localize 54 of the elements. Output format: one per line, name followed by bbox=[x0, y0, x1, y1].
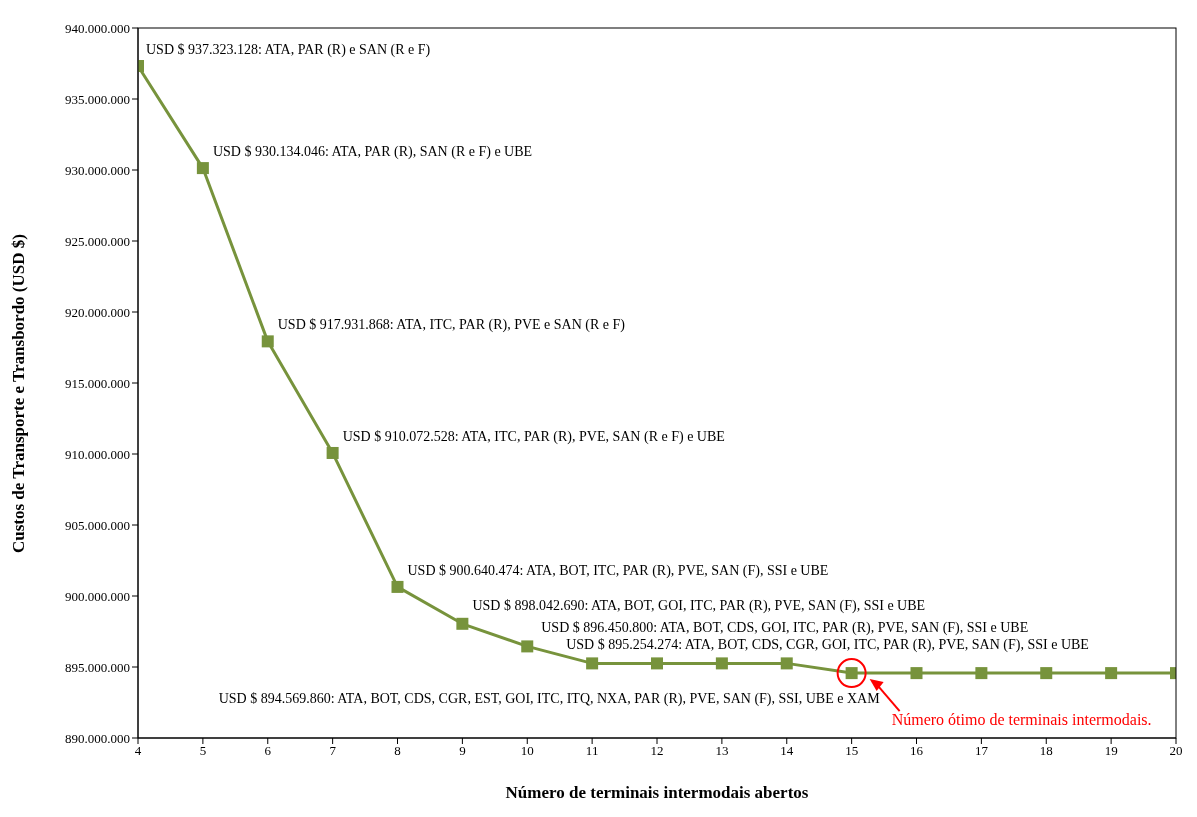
x-tick-label: 5 bbox=[199, 743, 207, 759]
y-tick-label: 940.000.000 bbox=[65, 20, 130, 36]
y-tick-label: 915.000.000 bbox=[65, 375, 130, 391]
y-tick-label: 905.000.000 bbox=[65, 517, 130, 533]
y-tick-label: 935.000.000 bbox=[65, 91, 130, 107]
x-tick-label: 20 bbox=[1169, 743, 1183, 759]
x-tick-label: 4 bbox=[134, 743, 142, 759]
annotation: USD $ 896.450.800: ATA, BOT, CDS, GOI, ITC, PAR (R), PVE, SAN (F), SSI e UBE bbox=[541, 620, 1029, 637]
x-tick-label: 13 bbox=[715, 743, 729, 759]
point bbox=[391, 580, 404, 593]
x-tick-label: 17 bbox=[974, 743, 989, 759]
y-tick-label: 910.000.000 bbox=[65, 446, 130, 462]
x-tick-label: 9 bbox=[459, 743, 466, 759]
x-tick-label: 15 bbox=[845, 743, 859, 759]
x-tick-label: 7 bbox=[329, 743, 337, 759]
x-tick-label: 16 bbox=[910, 743, 924, 759]
x-tick-label: 18 bbox=[1039, 743, 1053, 759]
y-tick-label: 925.000.000 bbox=[65, 233, 130, 249]
y-tick-label: 920.000.000 bbox=[65, 304, 130, 320]
y-tick-label: 900.000.000 bbox=[65, 588, 130, 604]
x-tick-label: 8 bbox=[394, 743, 401, 759]
x-tick-label: 6 bbox=[264, 743, 272, 759]
point bbox=[1040, 667, 1053, 680]
annotation: Número ótimo de terminais intermodais. bbox=[891, 711, 1152, 729]
annotation: USD $ 917.931.868: ATA, ITC, PAR (R), PVE e SAN (R e F) bbox=[277, 317, 626, 334]
point bbox=[975, 667, 988, 680]
point bbox=[521, 640, 534, 653]
y-tick-label: 930.000.000 bbox=[65, 162, 130, 178]
point bbox=[910, 667, 923, 680]
annotation: USD $ 910.072.528: ATA, ITC, PAR (R), PVE, SAN (R e F) e UBE bbox=[342, 428, 725, 445]
x-tick-label: 19 bbox=[1104, 743, 1118, 759]
annotation: USD $ 937.323.128: ATA, PAR (R) e SAN (R e F) bbox=[146, 42, 431, 59]
y-axis-title: Custos de Transporte e Transbordo (USD $) bbox=[9, 234, 29, 553]
y-tick-label: 895.000.000 bbox=[65, 659, 130, 675]
point bbox=[651, 657, 663, 670]
y-tick-label: 890.000.000 bbox=[65, 730, 130, 746]
annotation: USD $ 894.569.860: ATA, BOT, CDS, CGR, EST, GOI, ITC, ITQ, NXA, PAR (R), PVE, SAN (F), SSI, UBE e XAM bbox=[218, 691, 881, 708]
point bbox=[586, 657, 599, 670]
x-tick-label: 10 bbox=[520, 743, 534, 759]
point bbox=[780, 657, 793, 670]
x-tick-label: 14 bbox=[780, 743, 794, 759]
annotation: USD $ 930.134.046: ATA, PAR (R), SAN (R e F) e UBE bbox=[212, 144, 533, 161]
annotation: USD $ 898.042.690: ATA, BOT, GOI, ITC, PAR (R), PVE, SAN (F), SSI e UBE bbox=[472, 597, 926, 614]
annotation: USD $ 900.640.474: ATA, BOT, ITC, PAR (R), PVE, SAN (F), SSI e UBE bbox=[407, 562, 829, 579]
point bbox=[196, 162, 209, 175]
annotation: USD $ 895.254.274: ATA, BOT, CDS, CGR, GOI, ITC, PAR (R), PVE, SAN (F), SSI e UBE bbox=[566, 637, 1089, 654]
x-axis-title: Número de terminais intermodais abertos bbox=[505, 783, 809, 802]
point bbox=[456, 617, 469, 630]
x-tick-label: 11 bbox=[585, 743, 599, 759]
x-tick-label: 12 bbox=[650, 743, 664, 759]
point bbox=[1105, 667, 1118, 680]
point bbox=[261, 335, 274, 348]
point bbox=[326, 446, 339, 459]
point bbox=[715, 657, 728, 670]
